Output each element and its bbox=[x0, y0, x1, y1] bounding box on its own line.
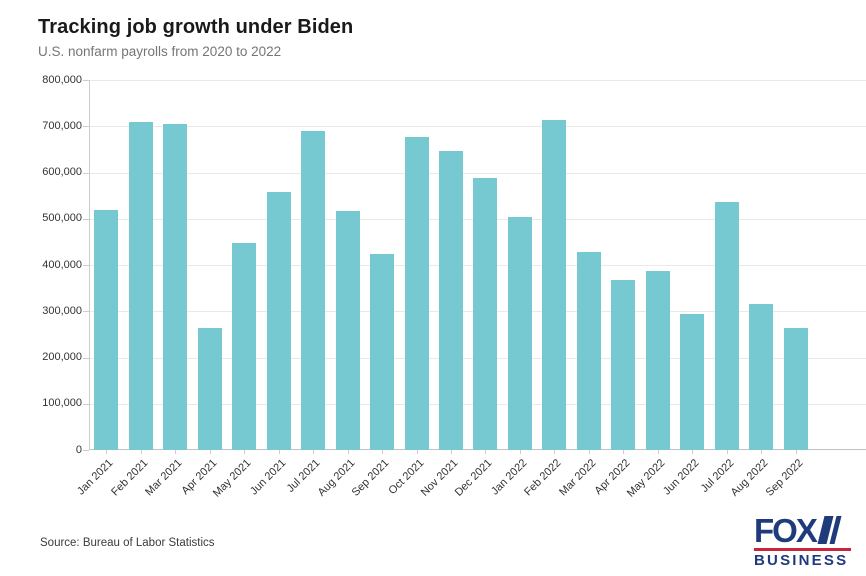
x-axis-tick-label: Jul 2022 bbox=[698, 457, 737, 495]
bar bbox=[645, 271, 670, 450]
x-axis-tick bbox=[588, 450, 590, 454]
x-axis-tick bbox=[106, 450, 108, 454]
x-axis-tick-label: Mar 2021 bbox=[143, 457, 185, 499]
bar bbox=[576, 252, 601, 450]
chart-subtitle: U.S. nonfarm payrolls from 2020 to 2022 bbox=[38, 44, 282, 59]
bar bbox=[128, 121, 153, 450]
y-axis-tick-label: 800,000 bbox=[42, 73, 82, 86]
y-axis-tick bbox=[83, 357, 89, 359]
x-axis-tick bbox=[416, 450, 418, 454]
logo-red-line bbox=[754, 548, 851, 551]
y-axis-tick bbox=[83, 265, 89, 266]
bar bbox=[611, 279, 636, 450]
x-axis-tick-label: Jan 2021 bbox=[75, 457, 116, 498]
bar bbox=[404, 136, 429, 450]
x-axis-tick-label: Jul 2021 bbox=[284, 457, 323, 495]
x-axis-tick-label: Apr 2022 bbox=[592, 457, 633, 498]
fox-logo-text: FOX bbox=[754, 512, 818, 549]
bar bbox=[714, 201, 739, 450]
y-axis-tick bbox=[83, 403, 89, 405]
y-axis-tick bbox=[83, 311, 89, 313]
x-axis-tick bbox=[554, 450, 556, 454]
searchlight-beams-icon bbox=[817, 516, 842, 544]
x-axis-tick-label: Aug 2021 bbox=[315, 457, 358, 499]
y-axis-tick-label: 400,000 bbox=[42, 258, 82, 271]
x-axis-tick-label: Apr 2021 bbox=[179, 457, 220, 498]
x-axis-tick-label: Jun 2022 bbox=[661, 457, 702, 498]
x-axis-tick bbox=[761, 450, 763, 454]
y-axis-tick bbox=[83, 450, 89, 451]
chart-title: Tracking job growth under Biden bbox=[38, 16, 354, 38]
y-axis-tick-label: 600,000 bbox=[42, 166, 82, 178]
y-axis-tick bbox=[83, 80, 89, 81]
x-axis-tick bbox=[795, 450, 797, 454]
fox-business-logo: FOX BUSINESS bbox=[754, 512, 851, 569]
x-axis-tick-label: Mar 2022 bbox=[557, 457, 599, 499]
x-axis-tick-label: Feb 2022 bbox=[522, 457, 564, 499]
x-axis-tick bbox=[140, 450, 142, 454]
bar bbox=[749, 304, 774, 450]
bar bbox=[94, 209, 119, 450]
x-axis-tick bbox=[244, 450, 246, 454]
bar bbox=[266, 192, 291, 450]
bar bbox=[232, 243, 257, 450]
x-axis-tick-label: Sep 2021 bbox=[349, 457, 392, 499]
y-axis-tick bbox=[83, 172, 89, 174]
x-axis-tick-label: Oct 2021 bbox=[385, 457, 427, 498]
x-axis-tick bbox=[623, 450, 625, 454]
bar bbox=[473, 178, 498, 450]
bar bbox=[439, 150, 463, 450]
x-axis-tick bbox=[657, 450, 659, 454]
bar bbox=[370, 253, 395, 450]
bar bbox=[301, 131, 326, 450]
business-logo-text: BUSINESS bbox=[754, 552, 849, 569]
x-axis-tick-label: May 2022 bbox=[624, 457, 668, 500]
bar bbox=[542, 119, 567, 450]
x-axis-tick bbox=[726, 450, 728, 454]
y-axis-tick-label: 700,000 bbox=[42, 119, 82, 132]
x-axis-tick bbox=[692, 450, 694, 454]
x-axis-tick bbox=[175, 450, 177, 454]
bar bbox=[783, 328, 808, 450]
bar bbox=[507, 216, 532, 450]
x-axis-tick-label: May 2021 bbox=[210, 457, 254, 500]
x-axis-tick bbox=[209, 450, 211, 454]
gridline bbox=[89, 80, 866, 81]
x-axis-tick bbox=[451, 450, 452, 454]
x-axis-tick-label: Jan 2022 bbox=[488, 457, 530, 498]
x-axis-tick bbox=[313, 450, 315, 454]
gridline bbox=[89, 126, 866, 128]
x-axis-tick-label: Jun 2021 bbox=[247, 457, 289, 498]
x-axis-tick-label: Nov 2021 bbox=[418, 457, 461, 499]
x-axis-tick bbox=[382, 450, 384, 454]
x-axis-tick bbox=[278, 450, 280, 454]
bar bbox=[680, 314, 705, 450]
y-axis-tick-label: 100,000 bbox=[42, 397, 82, 410]
bar bbox=[335, 210, 360, 450]
bar bbox=[163, 124, 188, 450]
y-axis-tick-label: 200,000 bbox=[42, 351, 82, 363]
y-axis-tick-label: 500,000 bbox=[42, 212, 82, 225]
source-note: Source: Bureau of Labor Statistics bbox=[40, 537, 215, 549]
x-axis-tick-label: Dec 2021 bbox=[453, 457, 495, 499]
bar bbox=[197, 328, 222, 450]
y-axis-tick-label: 300,000 bbox=[42, 304, 82, 317]
y-axis-tick-label: 0 bbox=[75, 443, 82, 456]
y-axis-tick bbox=[83, 126, 89, 128]
x-axis-tick bbox=[347, 450, 349, 454]
y-axis-tick bbox=[83, 218, 89, 220]
x-axis-tick bbox=[485, 450, 487, 454]
x-axis-tick bbox=[519, 450, 521, 454]
gridline bbox=[89, 172, 866, 174]
fox-logo-row: FOX bbox=[754, 512, 851, 549]
x-axis-tick-label: Feb 2021 bbox=[108, 457, 151, 499]
